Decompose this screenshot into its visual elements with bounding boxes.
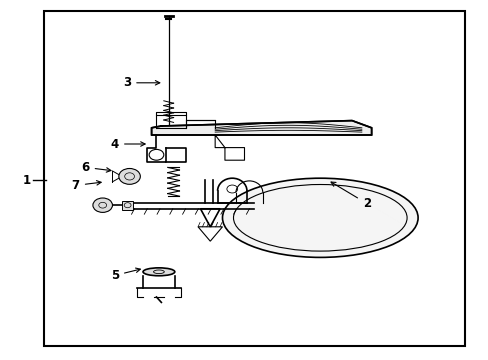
Polygon shape	[151, 121, 371, 135]
Ellipse shape	[142, 268, 175, 276]
Text: 2: 2	[330, 182, 370, 210]
Text: 1: 1	[23, 174, 31, 186]
Text: 3: 3	[123, 76, 160, 89]
Bar	[44, 11, 464, 346]
Bar	[122, 201, 133, 210]
Text: 5: 5	[111, 268, 140, 282]
Text: 4: 4	[111, 138, 145, 150]
Text: 7: 7	[72, 179, 101, 192]
Text: 6: 6	[81, 161, 111, 174]
Circle shape	[93, 198, 112, 212]
Circle shape	[119, 168, 140, 184]
Ellipse shape	[222, 178, 417, 257]
